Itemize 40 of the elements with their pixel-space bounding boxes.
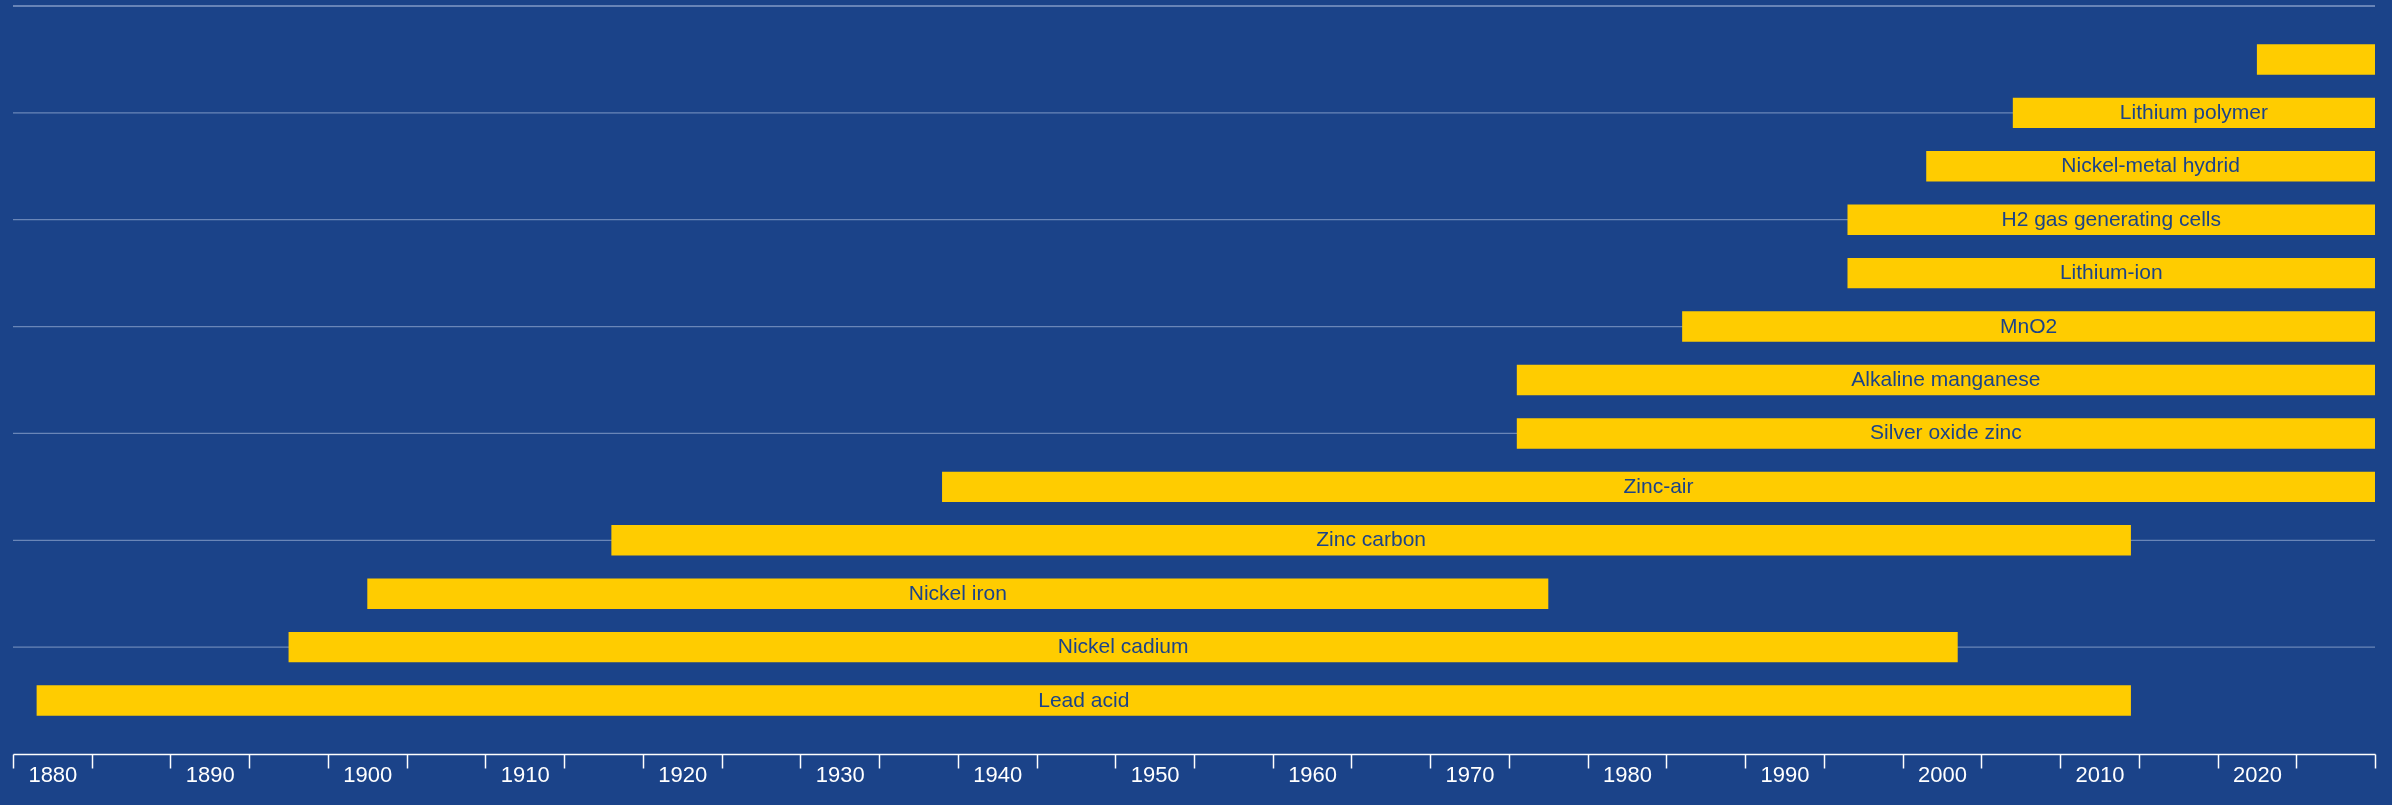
- y-tick-label: Nickel iron: [908, 580, 1007, 604]
- x-tick-label: 1920: [658, 761, 708, 787]
- y-tick-label: Lead acid: [1038, 687, 1130, 711]
- x-tick-label: 2000: [1917, 761, 1967, 787]
- bar: [1682, 311, 2375, 342]
- bar: [288, 631, 1958, 663]
- x-tick-label: 2020: [2232, 761, 2282, 787]
- x-tick-label: 1940: [973, 761, 1023, 787]
- y-tick-label: Zinc-air: [1623, 473, 1694, 497]
- x-tick-label: 1930: [815, 761, 865, 787]
- bar: [2256, 44, 2375, 75]
- x-tick-label: 1960: [1288, 761, 1338, 787]
- x-tick-label: 2010: [2075, 761, 2125, 787]
- x-tick-label: 1990: [1760, 761, 1810, 787]
- y-tick-label: Silver oxide zinc: [1870, 420, 2022, 444]
- x-tick-label: 1950: [1130, 761, 1180, 787]
- x-tick-label: 1980: [1603, 761, 1653, 787]
- bar: [611, 525, 2131, 556]
- bar: [36, 685, 2131, 716]
- y-tick-label: Nickel-metal hydrid: [2061, 153, 2240, 177]
- y-tick-label: MnO2: [1999, 313, 2058, 337]
- x-tick-label: 1910: [500, 761, 550, 787]
- y-tick-label: Lithium-ion: [2059, 260, 2163, 284]
- bar: [1926, 151, 2375, 182]
- y-tick-label: Nickel cadium: [1057, 634, 1189, 658]
- bar: [1516, 418, 2375, 449]
- bar: [942, 471, 2375, 503]
- x-tick-label: 1900: [343, 761, 393, 787]
- bar: [1516, 364, 2375, 396]
- bar: [2012, 97, 2375, 129]
- x-tick-label: 1970: [1445, 761, 1495, 787]
- y-tick-label: Zinc carbon: [1316, 527, 1427, 551]
- y-tick-label: Alkaline manganese: [1851, 367, 2041, 390]
- x-tick-label: 1880: [28, 761, 78, 787]
- y-tick-label: H2 gas generating cells: [2001, 206, 2221, 230]
- x-tick-label: 1890: [185, 761, 235, 787]
- bar: [367, 578, 1549, 609]
- bar: [1847, 257, 2375, 289]
- y-tick-label: Lithium polymer: [2119, 99, 2269, 123]
- bar: [1847, 204, 2375, 235]
